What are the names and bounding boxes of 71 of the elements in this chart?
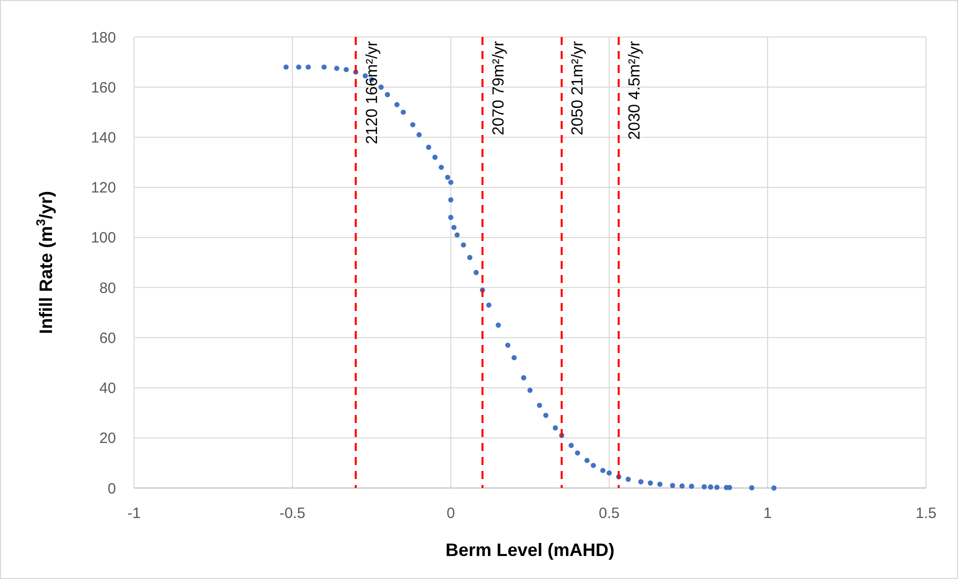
y-tick-label: 100	[90, 230, 116, 247]
point	[568, 442, 574, 448]
point	[574, 450, 580, 456]
x-tick-label: -0.5	[279, 505, 306, 522]
point	[496, 322, 501, 328]
x-axis-title: Berm Level (mAHD)	[445, 540, 615, 560]
point	[543, 412, 548, 418]
y-tick-label: 160	[90, 79, 116, 96]
point	[714, 484, 720, 490]
point	[416, 132, 422, 138]
point	[708, 484, 714, 490]
point	[749, 485, 754, 490]
point	[438, 164, 444, 170]
point	[410, 122, 416, 128]
point	[521, 375, 526, 380]
point	[454, 232, 460, 238]
point	[771, 485, 777, 491]
point	[460, 242, 466, 248]
point	[400, 110, 406, 115]
point	[657, 482, 662, 487]
point	[590, 462, 596, 468]
point	[451, 224, 457, 230]
point	[606, 470, 612, 476]
point	[486, 302, 492, 308]
y-tick-label: 180	[90, 29, 116, 46]
y-tick-label: 120	[90, 180, 116, 197]
point	[448, 197, 454, 202]
point	[702, 484, 707, 490]
point	[670, 482, 676, 488]
point	[445, 174, 450, 180]
point	[512, 355, 517, 360]
point	[448, 180, 454, 185]
point	[584, 458, 590, 464]
point	[384, 92, 390, 98]
point	[474, 270, 479, 276]
point	[448, 214, 454, 220]
y-tick-label: 0	[108, 480, 116, 498]
point	[600, 468, 606, 474]
x-tick-label: 1.5	[916, 505, 936, 522]
point	[536, 402, 542, 408]
y-tick-label: 140	[90, 129, 116, 146]
point	[527, 388, 533, 393]
ref-line-label: 2120 166m²/yr	[364, 40, 381, 144]
y-tick-label: 20	[99, 430, 116, 448]
x-tick-label: -1	[127, 505, 141, 522]
point	[344, 66, 349, 72]
point	[394, 102, 400, 108]
x-tick-label: 0	[446, 505, 455, 522]
y-tick-label: 40	[99, 380, 116, 398]
point	[283, 64, 289, 70]
ref-line-label: 2070 79m²/yr	[490, 40, 508, 136]
y-tick-label: 60	[99, 330, 116, 347]
point	[432, 154, 438, 160]
point	[552, 425, 558, 430]
point	[296, 64, 302, 70]
y-tick-label: 80	[99, 280, 116, 297]
point	[321, 64, 327, 70]
point	[426, 144, 432, 150]
point	[679, 483, 685, 489]
ref-line-label: 2030 4.5m²/yr	[626, 40, 644, 140]
x-tick-label: 0.5	[598, 505, 620, 522]
point	[505, 342, 510, 348]
point	[638, 479, 644, 484]
point	[306, 64, 311, 70]
point	[626, 476, 631, 482]
point	[467, 254, 472, 260]
ref-line-label: 2050 21m²/yr	[570, 40, 587, 136]
x-tick-label: 1	[763, 505, 772, 522]
point	[688, 484, 694, 489]
point	[648, 480, 653, 486]
point	[334, 66, 340, 71]
